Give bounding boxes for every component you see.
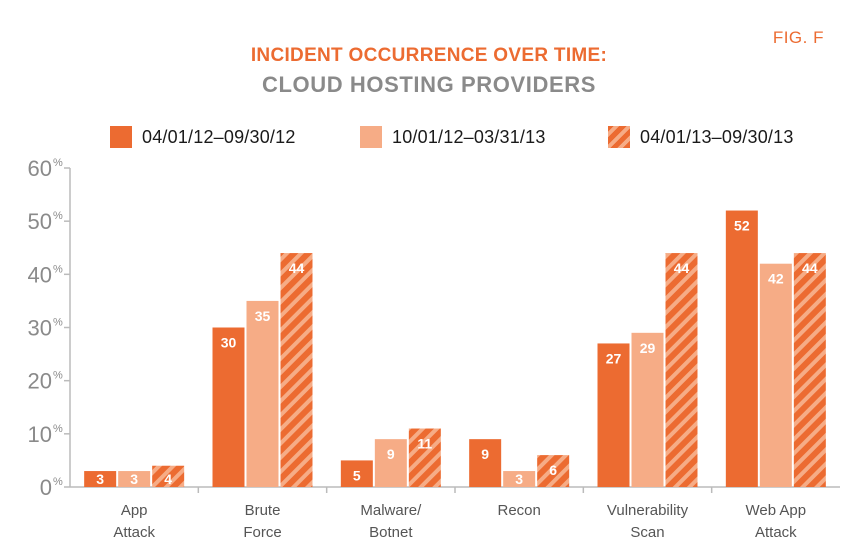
y-tick-percent: %	[53, 370, 63, 382]
bar-series-2	[503, 471, 536, 487]
bar-series-1	[212, 327, 245, 487]
bar-series-2	[118, 471, 151, 487]
bar-series-1	[340, 460, 373, 487]
x-tick-label: Attack	[113, 524, 155, 541]
y-tick-percent: %	[53, 476, 63, 488]
legend-item-series-3: 04/01/13–09/30/13	[608, 124, 794, 150]
x-tick-label: Vulnerability	[607, 502, 689, 519]
y-tick-percent: %	[53, 317, 63, 329]
x-tick-label: App	[121, 502, 148, 519]
bar-series-3	[152, 465, 185, 487]
data-label: 44	[674, 260, 690, 276]
legend-swatch-series-3	[608, 126, 630, 148]
legend-item-series-2: 10/01/12–03/31/13	[360, 124, 546, 150]
x-tick-label: Force	[243, 524, 281, 541]
chart-title: INCIDENT OCCURRENCE OVER TIME:	[250, 45, 608, 66]
data-label: 6	[549, 462, 557, 478]
data-label: 5	[353, 467, 361, 483]
y-tick-label: 60	[28, 156, 52, 181]
y-tick-label: 20	[28, 369, 52, 394]
x-tick-label: Attack	[755, 524, 797, 541]
y-tick-label: 30	[28, 316, 52, 341]
y-tick-percent: %	[53, 157, 63, 169]
x-tick-label: Scan	[630, 524, 664, 541]
data-label: 27	[606, 350, 622, 366]
legend-item-series-1: 04/01/12–09/30/12	[110, 124, 296, 150]
bar-series-2	[246, 300, 279, 487]
x-tick-label: Malware/	[360, 502, 422, 519]
data-label: 4	[164, 471, 172, 487]
data-label: 9	[387, 446, 395, 462]
data-label: 3	[130, 471, 138, 487]
legend-swatch-series-2	[360, 126, 382, 148]
data-label: 30	[221, 335, 237, 351]
data-label: 44	[802, 260, 818, 276]
chart-subtitle: CLOUD HOSTING PROVIDERS	[261, 72, 597, 97]
legend-label-series-3: 04/01/13–09/30/13	[640, 126, 794, 147]
bar-series-1	[597, 343, 630, 487]
y-tick-label: 10	[28, 422, 52, 447]
bar-series-2	[374, 439, 407, 487]
bar-series-2	[759, 263, 792, 487]
bar-series-1	[725, 210, 758, 488]
bar-series-3	[408, 428, 441, 487]
x-tick-label: Web App	[746, 502, 807, 519]
y-tick-percent: %	[53, 423, 63, 435]
legend-label-series-1: 04/01/12–09/30/12	[142, 126, 296, 147]
bar-series-3	[793, 253, 826, 487]
x-tick-label: Brute	[245, 502, 281, 519]
y-tick-label: 0	[40, 475, 52, 500]
bar-series-1	[469, 439, 502, 487]
legend-label-series-2: 10/01/12–03/31/13	[392, 126, 546, 147]
bar-series-3	[665, 253, 698, 487]
data-label: 35	[255, 308, 271, 324]
y-tick-percent: %	[53, 263, 63, 275]
bar-series-3	[537, 455, 570, 487]
x-tick-label: Recon	[497, 502, 540, 519]
bar-series-1	[84, 471, 117, 487]
x-tick-label: Botnet	[369, 524, 413, 541]
y-tick-percent: %	[53, 210, 63, 222]
legend-swatch-series-1	[110, 126, 132, 148]
figure-label: FIG. F	[772, 28, 824, 47]
data-label: 42	[768, 271, 784, 287]
bar-series-2	[631, 332, 664, 487]
data-label: 29	[640, 340, 656, 356]
bar-series-3	[280, 253, 313, 487]
data-label: 3	[96, 471, 104, 487]
y-tick-label: 50	[28, 209, 52, 234]
data-label: 9	[481, 446, 489, 462]
y-tick-label: 40	[28, 262, 52, 287]
data-label: 11	[417, 436, 432, 452]
data-label: 52	[734, 218, 750, 234]
data-label: 3	[515, 471, 523, 487]
data-label: 44	[289, 260, 305, 276]
